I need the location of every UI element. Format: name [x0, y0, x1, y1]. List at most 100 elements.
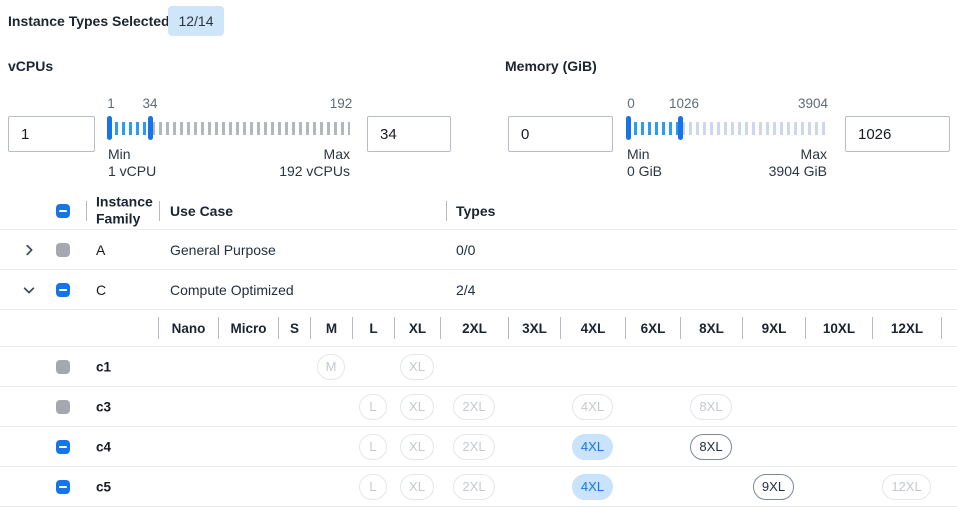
instance-name: c4 — [96, 439, 112, 454]
memory-tick-end: 3904 — [797, 96, 829, 111]
size-column-header-10xl: 10XL — [805, 317, 872, 339]
size-pill-2xl: 2XL — [453, 433, 495, 460]
size-column-header-l: L — [352, 317, 394, 339]
topbar: Instance Types Selected: 12/14 — [0, 0, 957, 44]
column-divider — [941, 317, 942, 339]
instance-row-c4: c4 L XL 2XL 4XL 8XL — [0, 427, 957, 467]
memory-range-slider[interactable] — [626, 116, 827, 140]
size-pill-4xl-selected[interactable]: 4XL — [571, 473, 614, 500]
size-column-header-12xl: 12XL — [872, 317, 941, 339]
family-name: C — [96, 281, 107, 298]
memory-slider-active-ticks — [627, 122, 682, 135]
family-types-count: 0/0 — [456, 241, 476, 258]
memory-slider-min-handle[interactable] — [626, 116, 631, 140]
size-pill-4xl: 4XL — [571, 393, 614, 420]
vcpus-slider-active-ticks — [108, 122, 152, 135]
page-title: Instance Types Selected: — [8, 13, 175, 29]
size-pill-4xl-selected[interactable]: 4XL — [571, 433, 614, 460]
family-name: A — [96, 241, 106, 258]
memory-max-detail: 3904 GiB — [768, 163, 827, 179]
vcpus-slider-inactive-ticks — [152, 122, 350, 135]
vcpus-tick-end: 192 — [329, 96, 353, 111]
instance-row-c5: c5 L XL 2XL 4XL 9XL 12XL — [0, 467, 957, 507]
memory-slider-max-handle[interactable] — [678, 116, 683, 140]
vcpus-min-detail: 1 vCPU — [108, 163, 157, 179]
column-divider — [86, 200, 87, 221]
memory-max-input[interactable] — [845, 116, 950, 152]
column-header-types: Types — [456, 202, 496, 219]
collapse-chevron-down-icon[interactable] — [20, 281, 38, 299]
memory-min-caption: Min — [627, 146, 650, 162]
vcpus-min-caption: Min — [108, 146, 131, 162]
vcpus-max-detail: 192 vCPUs — [279, 163, 350, 179]
vcpus-max-caption: Max — [323, 146, 350, 162]
memory-slider-inactive-ticks — [682, 122, 827, 135]
size-column-header-m: M — [310, 317, 352, 339]
vcpus-range-slider[interactable] — [107, 116, 350, 140]
instance-family-table: Instance Family Use Case Types A General… — [0, 192, 957, 507]
column-divider — [446, 200, 447, 221]
family-group-row-a: A General Purpose 0/0 — [0, 230, 957, 270]
size-column-header-4xl: 4XL — [560, 317, 625, 339]
family-c-checkbox[interactable] — [56, 282, 70, 297]
family-group-row-c: C Compute Optimized 2/4 — [0, 270, 957, 310]
size-pill-2xl: 2XL — [453, 393, 495, 420]
instance-name: c3 — [96, 399, 112, 414]
size-column-header-micro: Micro — [218, 317, 278, 339]
expand-chevron-right-icon[interactable] — [20, 241, 38, 259]
column-header-use-case: Use Case — [170, 202, 234, 219]
vcpus-tick-start: 1 — [107, 96, 115, 111]
size-column-header-3xl: 3XL — [508, 317, 560, 339]
instance-row-c1: c1 M XL — [0, 347, 957, 387]
memory-min-detail: 0 GiB — [627, 163, 663, 179]
memory-tick-current: 1026 — [668, 96, 700, 111]
size-column-header-xl: XL — [394, 317, 440, 339]
size-pill-2xl: 2XL — [453, 473, 495, 500]
size-column-header-2xl: 2XL — [440, 317, 508, 339]
instance-name: c1 — [96, 359, 112, 374]
size-pill-xl: XL — [400, 353, 434, 380]
memory-min-input[interactable] — [508, 116, 613, 152]
size-pill-xl: XL — [400, 433, 434, 460]
size-column-header-nano: Nano — [158, 317, 218, 339]
vcpus-max-input[interactable] — [367, 116, 451, 152]
vcpus-slider-min-handle[interactable] — [107, 116, 112, 140]
size-column-header-s: S — [278, 317, 310, 339]
instance-c5-checkbox[interactable] — [56, 479, 70, 494]
instance-row-c3: c3 L XL 2XL 4XL 8XL — [0, 387, 957, 427]
size-column-header-8xl: 8XL — [680, 317, 742, 339]
vcpus-min-input[interactable] — [8, 116, 95, 152]
memory-max-caption: Max — [800, 146, 827, 162]
size-pill-8xl[interactable]: 8XL — [690, 433, 732, 460]
instance-c3-checkbox — [56, 399, 70, 414]
selected-count-badge: 12/14 — [168, 6, 224, 36]
instance-c1-checkbox — [56, 359, 70, 374]
column-header-instance-family: Instance Family — [96, 193, 153, 227]
vcpus-tick-current: 34 — [142, 96, 158, 111]
size-pill-12xl: 12XL — [882, 473, 931, 500]
size-column-header-9xl: 9XL — [742, 317, 805, 339]
size-pill-9xl[interactable]: 9XL — [752, 473, 795, 500]
size-pill-m: M — [316, 353, 346, 380]
memory-tick-start: 0 — [627, 96, 635, 111]
size-pill-xl: XL — [400, 473, 434, 500]
size-column-header-6xl: 6XL — [625, 317, 680, 339]
family-use-case: General Purpose — [170, 241, 276, 258]
size-pill-8xl: 8XL — [690, 393, 732, 420]
family-types-count: 2/4 — [456, 281, 476, 298]
instance-c4-checkbox[interactable] — [56, 439, 70, 454]
vcpus-slider-max-handle[interactable] — [148, 116, 153, 140]
memory-section-label: Memory (GiB) — [505, 58, 597, 74]
size-pill-xl: XL — [400, 393, 434, 420]
instance-name: c5 — [96, 479, 112, 494]
size-pill-l: L — [359, 393, 387, 420]
vcpus-section-label: vCPUs — [8, 58, 54, 74]
family-use-case: Compute Optimized — [170, 281, 294, 298]
table-header-row: Instance Family Use Case Types — [0, 192, 957, 230]
size-header-row: Nano Micro S M L XL 2XL 3XL 4XL 6XL 8XL … — [0, 310, 957, 347]
size-pill-l: L — [359, 473, 387, 500]
column-divider — [159, 200, 160, 221]
select-all-checkbox[interactable] — [56, 203, 70, 218]
family-a-checkbox — [56, 242, 70, 257]
